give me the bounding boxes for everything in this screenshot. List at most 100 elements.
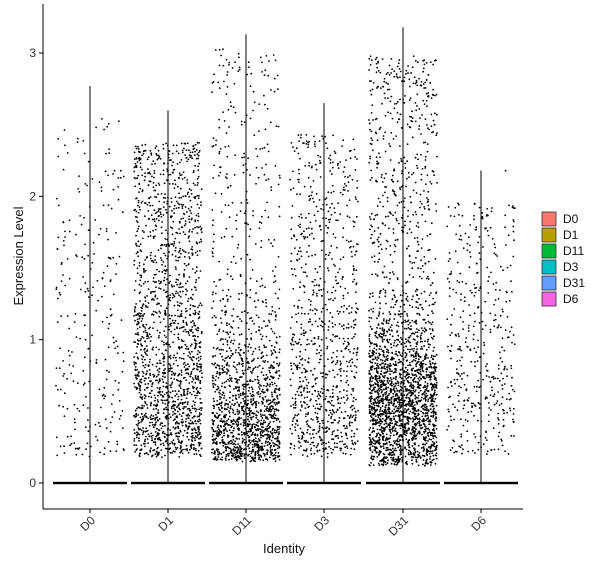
data-point bbox=[98, 181, 101, 184]
data-point bbox=[234, 420, 237, 423]
data-point bbox=[186, 160, 189, 163]
data-point bbox=[262, 360, 264, 362]
data-point bbox=[76, 255, 78, 258]
data-point bbox=[118, 382, 120, 384]
data-point bbox=[197, 317, 200, 320]
data-point bbox=[320, 349, 322, 352]
data-point bbox=[336, 395, 339, 398]
data-point bbox=[151, 437, 153, 439]
data-point bbox=[152, 346, 155, 349]
data-point bbox=[254, 366, 257, 369]
data-point bbox=[168, 314, 171, 317]
data-point bbox=[155, 375, 158, 378]
data-point bbox=[347, 181, 350, 184]
data-point bbox=[268, 438, 271, 441]
data-point bbox=[196, 420, 199, 422]
data-point bbox=[150, 414, 153, 417]
data-point bbox=[335, 434, 338, 437]
data-point bbox=[258, 329, 261, 332]
data-point bbox=[192, 170, 195, 172]
data-point bbox=[186, 428, 189, 431]
data-point bbox=[228, 380, 231, 382]
data-point bbox=[336, 429, 339, 432]
data-point bbox=[315, 284, 318, 286]
data-point bbox=[153, 176, 155, 179]
data-point bbox=[185, 157, 188, 159]
data-point bbox=[354, 254, 356, 256]
data-point bbox=[227, 378, 229, 381]
data-point bbox=[136, 356, 139, 359]
data-point bbox=[240, 292, 243, 295]
data-point bbox=[156, 447, 159, 450]
data-point bbox=[267, 178, 270, 181]
data-point bbox=[200, 304, 203, 307]
data-point bbox=[334, 236, 337, 239]
data-point bbox=[339, 402, 342, 405]
data-point bbox=[112, 394, 114, 396]
data-point bbox=[345, 159, 347, 162]
data-point bbox=[108, 322, 111, 325]
data-point bbox=[330, 356, 333, 359]
data-point bbox=[137, 145, 139, 148]
data-point bbox=[73, 442, 76, 444]
data-point bbox=[105, 378, 108, 381]
data-point bbox=[297, 341, 300, 344]
data-point bbox=[290, 188, 292, 191]
data-point bbox=[176, 435, 179, 438]
data-point bbox=[318, 422, 321, 425]
data-point bbox=[231, 452, 234, 455]
data-point bbox=[269, 121, 272, 124]
data-point bbox=[332, 299, 334, 302]
data-point bbox=[409, 361, 411, 364]
data-point bbox=[300, 333, 303, 336]
data-point bbox=[336, 446, 338, 448]
data-point bbox=[237, 413, 240, 415]
data-point bbox=[396, 394, 399, 397]
data-point bbox=[309, 309, 312, 311]
data-point bbox=[177, 338, 180, 341]
data-point bbox=[144, 401, 146, 403]
data-point bbox=[313, 444, 315, 447]
data-point bbox=[240, 333, 243, 336]
data-point bbox=[176, 163, 179, 165]
data-point bbox=[135, 165, 138, 168]
data-point bbox=[194, 344, 197, 347]
data-point bbox=[171, 164, 174, 167]
data-point bbox=[415, 257, 417, 259]
data-point bbox=[146, 256, 149, 259]
data-point bbox=[351, 178, 354, 181]
data-point bbox=[149, 449, 152, 452]
data-point bbox=[251, 353, 254, 356]
data-point bbox=[149, 196, 152, 199]
data-point bbox=[73, 418, 76, 421]
data-point bbox=[172, 341, 175, 344]
data-point bbox=[91, 262, 94, 264]
data-point bbox=[318, 140, 321, 142]
data-point bbox=[191, 421, 194, 424]
data-point bbox=[73, 403, 76, 406]
data-point bbox=[312, 373, 314, 376]
data-point bbox=[230, 442, 233, 445]
data-point bbox=[169, 173, 172, 176]
data-point bbox=[325, 373, 327, 376]
data-point bbox=[216, 347, 219, 349]
data-point bbox=[156, 412, 159, 414]
data-point bbox=[301, 357, 304, 360]
data-point bbox=[259, 413, 262, 416]
data-point bbox=[200, 435, 202, 438]
data-point bbox=[318, 317, 321, 320]
data-point bbox=[85, 448, 87, 451]
data-point bbox=[190, 432, 193, 435]
data-point bbox=[136, 333, 138, 335]
data-point bbox=[407, 72, 409, 75]
data-point bbox=[211, 252, 214, 255]
data-point bbox=[219, 425, 222, 427]
data-point bbox=[213, 407, 215, 410]
data-point bbox=[242, 405, 245, 408]
data-point bbox=[303, 367, 306, 370]
data-point bbox=[236, 428, 239, 430]
data-point bbox=[291, 273, 294, 276]
data-point bbox=[267, 418, 269, 420]
data-point bbox=[337, 437, 340, 439]
data-point bbox=[183, 361, 186, 364]
